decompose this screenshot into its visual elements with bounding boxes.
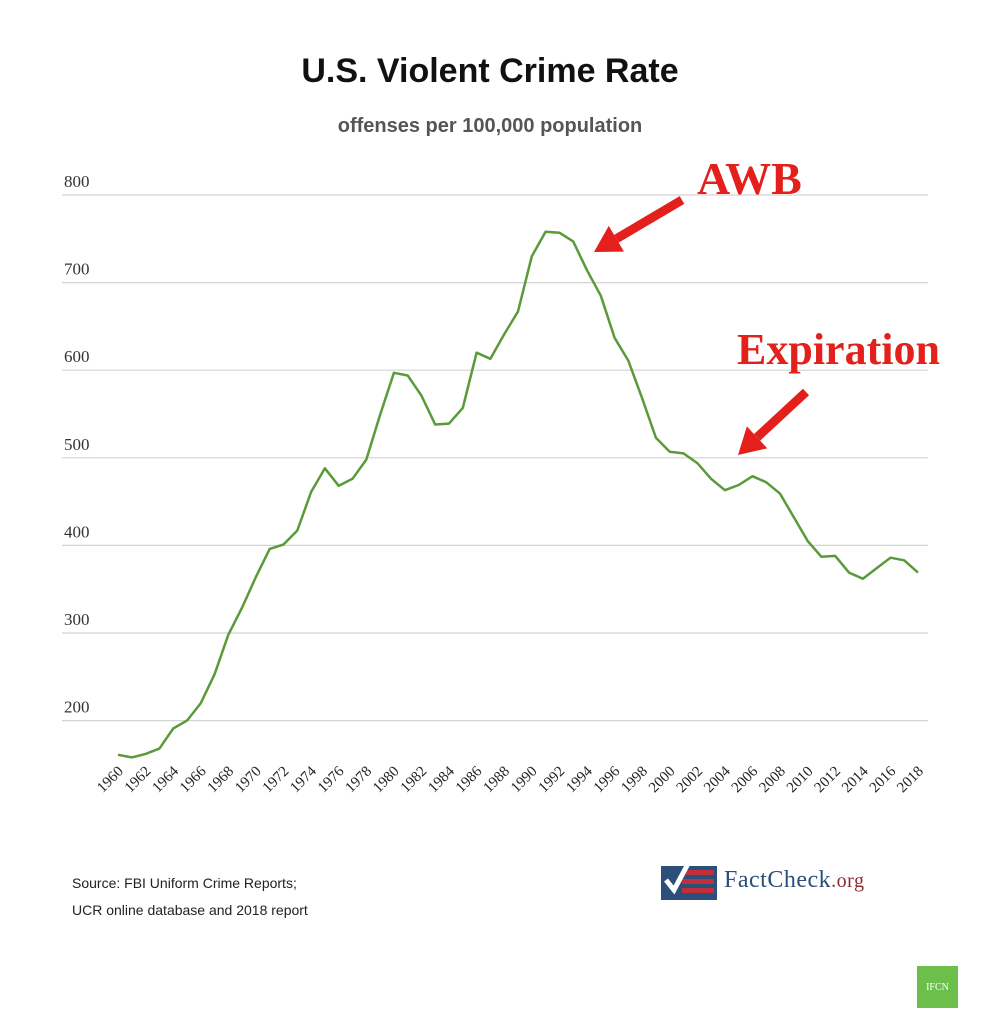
- x-tick-label: 1994: [563, 763, 596, 796]
- x-tick-label: 2018: [894, 764, 927, 797]
- x-tick-label: 2004: [701, 763, 734, 796]
- x-tick-label: 2006: [729, 763, 762, 796]
- x-tick-label: 1960: [94, 764, 127, 797]
- awb-arrow-icon: [594, 196, 685, 252]
- x-tick-label: 1990: [508, 764, 541, 797]
- y-tick-label: 400: [64, 522, 90, 541]
- y-tick-label: 600: [64, 347, 90, 366]
- chart-subtitle: offenses per 100,000 population: [337, 115, 643, 137]
- x-tick-label: 1978: [343, 764, 376, 797]
- x-tick-label: 1980: [370, 764, 403, 797]
- annotation-expiration: Expiration: [737, 325, 940, 374]
- x-tick-label: 1998: [618, 764, 651, 797]
- y-tick-label: 500: [64, 435, 90, 454]
- x-tick-label: 1988: [481, 764, 514, 797]
- y-tick-label: 700: [64, 260, 90, 279]
- source-line-2: UCR online database and 2018 report: [72, 902, 308, 918]
- source-line-1: Source: FBI Uniform Crime Reports;: [72, 875, 297, 891]
- x-tick-label: 1970: [232, 764, 265, 797]
- ifcn-badge: IFCN: [917, 966, 958, 1008]
- x-tick-label: 2008: [756, 764, 789, 797]
- x-tick-label: 1986: [453, 763, 486, 796]
- x-tick-label: 1992: [536, 764, 569, 797]
- x-tick-label: 1974: [287, 763, 320, 796]
- x-tick-label: 1984: [425, 763, 458, 796]
- x-tick-label: 2010: [784, 764, 817, 797]
- flag-check-icon: [661, 858, 717, 900]
- x-tick-label: 1966: [177, 763, 210, 796]
- series-line: [117, 230, 919, 759]
- x-tick-label: 1996: [591, 763, 624, 796]
- x-tick-label: 1962: [122, 764, 155, 797]
- x-tick-label: 1982: [398, 764, 431, 797]
- x-tick-label: 2002: [674, 764, 707, 797]
- x-tick-label: 1968: [205, 764, 238, 797]
- y-tick-label: 200: [64, 698, 90, 717]
- logo-suffix: .org: [831, 869, 865, 892]
- annotation-awb: AWB: [697, 153, 802, 204]
- expiration-arrow-icon: [738, 388, 810, 455]
- y-tick-label: 800: [64, 172, 90, 191]
- x-tick-label: 2016: [867, 763, 900, 796]
- factcheck-logo: FactCheck.org: [660, 858, 864, 902]
- x-tick-label: 2000: [646, 764, 679, 797]
- y-tick-label: 300: [64, 610, 90, 629]
- x-tick-label: 1976: [315, 763, 348, 796]
- chart-title: U.S. Violent Crime Rate: [301, 52, 679, 90]
- x-tick-label: 2012: [812, 764, 845, 797]
- x-tick-label: 1964: [149, 763, 182, 796]
- logo-main: FactCheck: [724, 866, 832, 893]
- x-tick-label: 2014: [839, 763, 872, 796]
- x-tick-label: 1972: [260, 764, 293, 797]
